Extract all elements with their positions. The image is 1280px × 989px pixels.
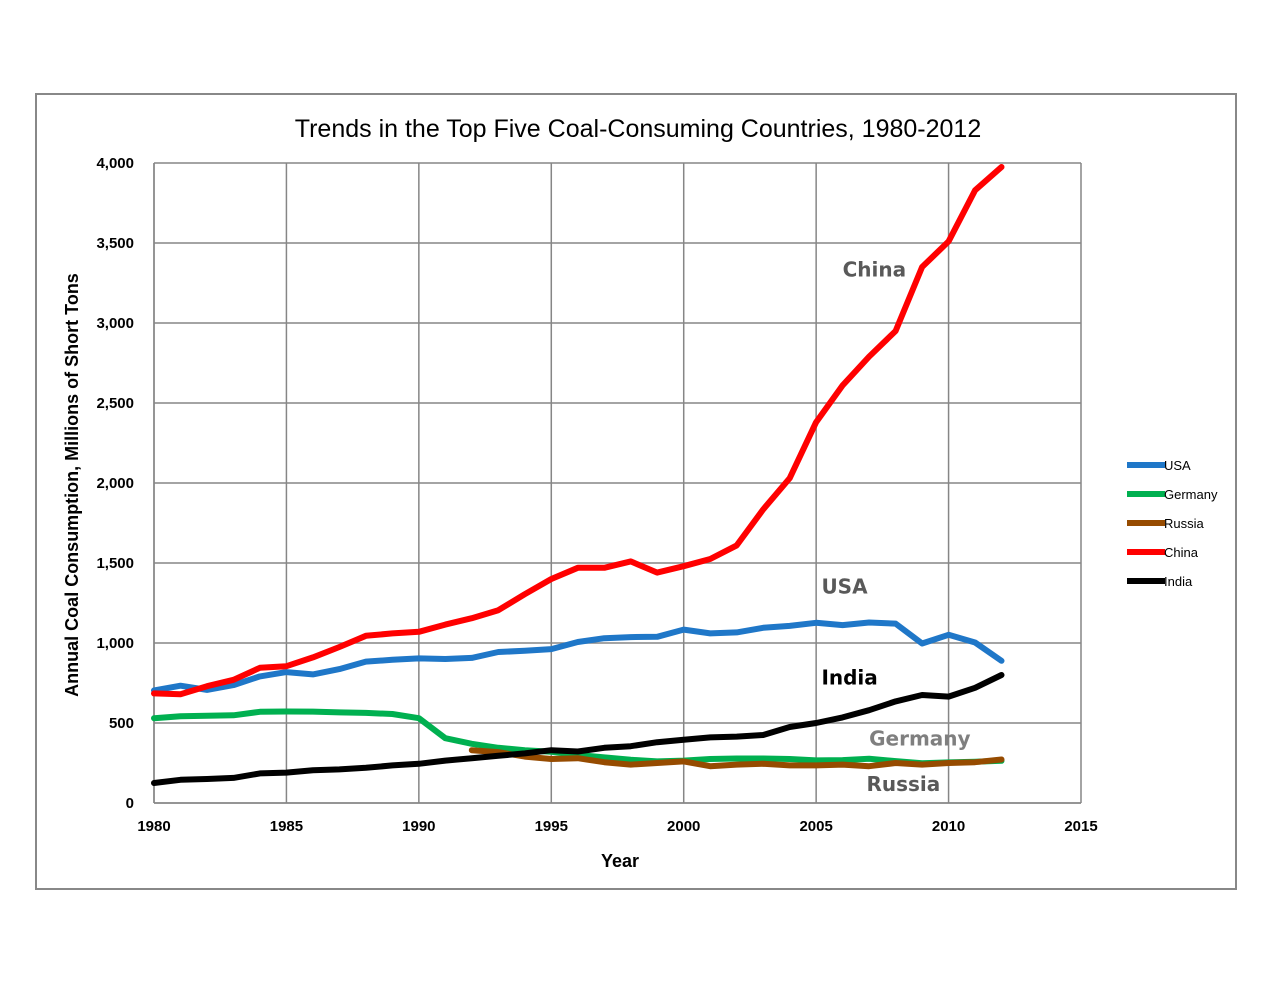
legend: USA Germany Russia China India <box>1127 458 1218 589</box>
series-lines <box>151 164 1005 786</box>
y-tick-label: 4,000 <box>96 155 134 172</box>
grid <box>153 162 1082 804</box>
y-tick-label: 2,500 <box>96 395 134 412</box>
x-tick-label: 2015 <box>1064 818 1097 835</box>
annotation-china: China <box>843 258 907 282</box>
annotation-usa: USA <box>821 574 868 598</box>
x-tick-label: 2005 <box>799 818 832 835</box>
line-chart: Trends in the Top Five Coal-Consuming Co… <box>62 115 1218 871</box>
y-axis-label: Annual Coal Consumption, Millions of Sho… <box>62 273 82 697</box>
x-axis-label: Year <box>601 851 639 871</box>
x-tick-label: 1995 <box>535 818 568 835</box>
y-tick-label: 0 <box>126 795 134 812</box>
series-annotations: China USA India Germany Russia <box>821 258 970 796</box>
x-tick-label: 1985 <box>270 818 303 835</box>
series-line-usa <box>151 619 1005 694</box>
annotation-india: India <box>821 666 877 690</box>
series-line-russia <box>468 747 1005 770</box>
y-tick-label: 3,500 <box>96 235 134 252</box>
x-axis-ticks: 1980 1985 1990 1995 2000 2005 2010 2015 <box>137 818 1097 835</box>
chart-title: Trends in the Top Five Coal-Consuming Co… <box>295 115 982 143</box>
y-tick-label: 1,000 <box>96 635 134 652</box>
x-tick-label: 2010 <box>932 818 965 835</box>
y-tick-label: 3,000 <box>96 315 134 332</box>
x-tick-label: 2000 <box>667 818 700 835</box>
chart-frame: Trends in the Top Five Coal-Consuming Co… <box>35 93 1237 890</box>
legend-label-usa: USA <box>1164 458 1191 473</box>
annotation-germany: Germany <box>869 726 970 750</box>
y-axis-ticks: 0 500 1,000 1,500 2,000 2,500 3,000 3,500 4,000 <box>96 155 134 812</box>
y-tick-label: 1,500 <box>96 555 134 572</box>
series-line-china <box>151 164 1005 698</box>
legend-label-germany: Germany <box>1164 487 1218 502</box>
series-line-germany <box>151 708 1005 767</box>
annotation-russia: Russia <box>866 772 940 796</box>
series-line-india <box>151 672 1005 786</box>
y-tick-label: 2,000 <box>96 475 134 492</box>
x-tick-label: 1980 <box>137 818 170 835</box>
legend-label-russia: Russia <box>1164 516 1205 531</box>
legend-label-china: China <box>1164 545 1199 560</box>
legend-label-india: India <box>1164 574 1193 589</box>
x-tick-label: 1990 <box>402 818 435 835</box>
y-tick-label: 500 <box>109 715 134 732</box>
